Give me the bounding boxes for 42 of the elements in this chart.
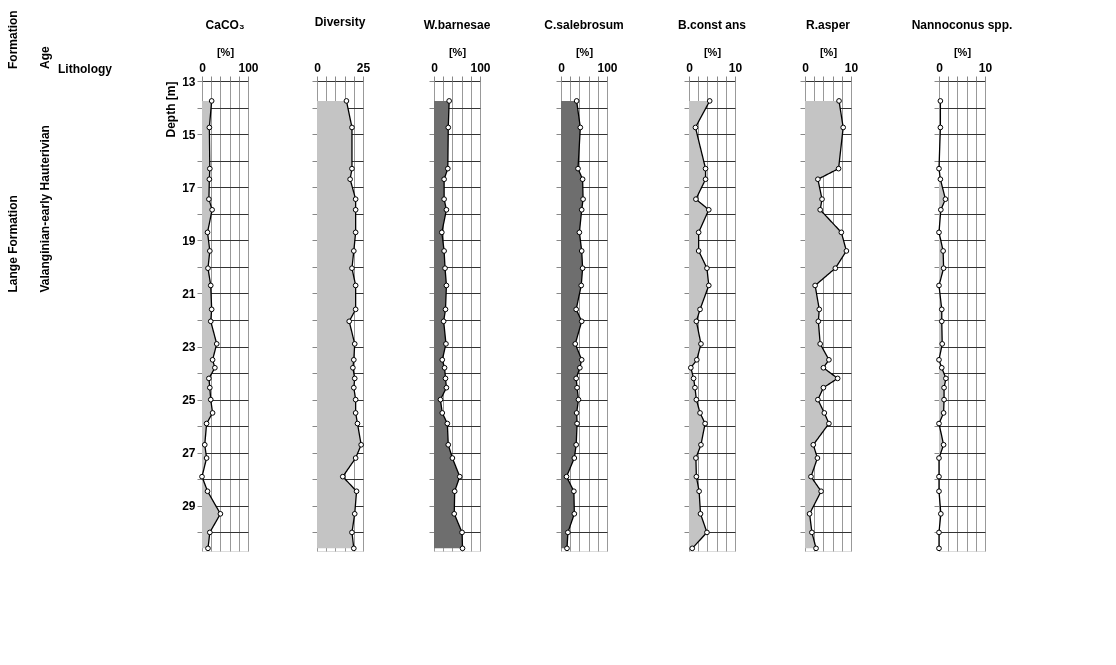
- y-tick-label: 17: [182, 180, 196, 195]
- x-axis-title: [%]: [448, 45, 467, 58]
- x-axis-title: [%]: [575, 45, 594, 58]
- text: Lithology: [58, 62, 113, 76]
- y-tick-label: 21: [182, 286, 196, 301]
- x-tick-label: 0: [802, 60, 810, 75]
- x-tick-label: 0: [558, 60, 566, 75]
- x-tick-label: 10: [728, 60, 743, 75]
- y-tick-label: 19: [182, 233, 196, 248]
- chart-title: CaCO₃: [205, 18, 245, 32]
- x-tick-label: 0: [686, 60, 694, 75]
- chart-title: Diversity: [314, 15, 366, 29]
- chart-title: W.barnesae: [423, 18, 491, 32]
- y-axis-title: Depth [m]: [164, 81, 179, 138]
- x-tick-label: 0: [431, 60, 439, 75]
- x-axis-title: [%]: [216, 45, 235, 58]
- text: Lange Formation: [6, 195, 20, 293]
- chart-title: Nannoconus spp.: [911, 18, 1013, 32]
- chart-title: R.asper: [805, 18, 851, 32]
- x-tick-label: 0: [199, 60, 207, 75]
- x-axis-title: [%]: [819, 45, 838, 58]
- y-tick-label: 27: [182, 446, 196, 461]
- y-tick-label: 15: [182, 127, 196, 142]
- text: Age: [38, 46, 52, 69]
- x-tick-label: 10: [844, 60, 859, 75]
- chart-title: B.const ans: [677, 18, 747, 32]
- y-tick-label: 29: [182, 499, 196, 514]
- x-tick-label: 100: [597, 60, 618, 75]
- y-tick-label: 13: [182, 74, 196, 89]
- text: Formation: [6, 10, 20, 69]
- chart-title: C.salebrosum: [544, 18, 624, 32]
- x-tick-label: 0: [936, 60, 944, 75]
- x-tick-label: 100: [238, 60, 259, 75]
- x-axis-title: [%]: [703, 45, 722, 58]
- y-tick-label: 23: [182, 340, 196, 355]
- x-axis-title: [%]: [953, 45, 972, 58]
- x-tick-label: 100: [470, 60, 491, 75]
- y-tick-label: 25: [182, 393, 196, 408]
- x-tick-label: 25: [356, 60, 371, 75]
- text: Valanginian-early Hauterivian: [38, 125, 52, 293]
- x-tick-label: 0: [314, 60, 322, 75]
- x-tick-label: 10: [978, 60, 993, 75]
